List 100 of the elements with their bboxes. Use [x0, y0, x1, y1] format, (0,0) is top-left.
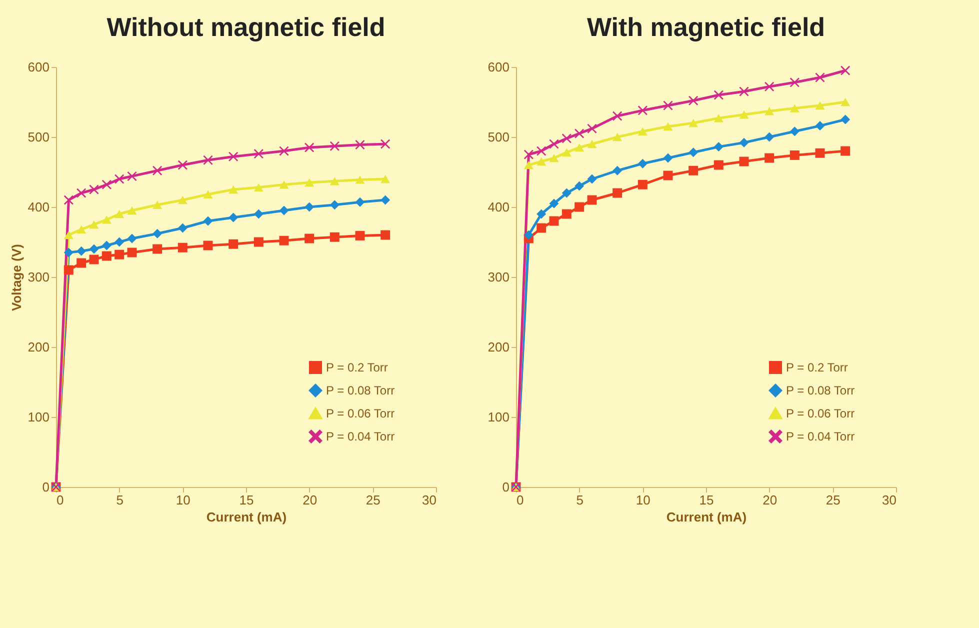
- point: [203, 216, 213, 226]
- y-tick-label: 100: [488, 410, 510, 424]
- legend-label: P = 0.04 Torr: [786, 430, 855, 444]
- point: [330, 141, 340, 151]
- point: [228, 239, 238, 249]
- point: [254, 149, 264, 159]
- x-axis-title: Current (mA): [666, 510, 747, 524]
- point: [152, 200, 162, 210]
- point: [714, 160, 724, 170]
- point: [114, 237, 124, 247]
- point: [714, 114, 724, 122]
- point: [840, 146, 850, 156]
- point: [304, 202, 314, 212]
- point: [127, 206, 137, 215]
- y-tick-label: 100: [28, 410, 50, 424]
- chart-title: Without magnetic field: [106, 12, 386, 42]
- legend-label: P = 0.08 Torr: [786, 384, 855, 398]
- point: [688, 166, 698, 176]
- x-tick-label: 5: [576, 492, 584, 508]
- y-tick-label: 300: [488, 270, 510, 284]
- point: [89, 254, 99, 264]
- point: [380, 230, 390, 240]
- point: [89, 220, 99, 229]
- point: [587, 195, 597, 205]
- point: [102, 240, 112, 250]
- point: [304, 234, 314, 244]
- point: [815, 101, 825, 110]
- y-tick-label: 600: [488, 60, 510, 74]
- point: [524, 150, 534, 160]
- point: [64, 230, 74, 240]
- point: [228, 185, 238, 194]
- x-tick-label: 10: [176, 492, 190, 508]
- point: [536, 223, 546, 233]
- point: [688, 148, 698, 158]
- point: [203, 240, 213, 250]
- x-tick-label: 20: [762, 492, 778, 508]
- point: [574, 143, 584, 152]
- point: [203, 190, 213, 199]
- point: [663, 153, 673, 163]
- legend-label: P = 0.06 Torr: [786, 406, 855, 420]
- x-tick-label: 15: [699, 492, 714, 508]
- x-tick-label: 20: [302, 492, 318, 508]
- point: [254, 209, 264, 219]
- point: [380, 139, 390, 149]
- point: [102, 251, 112, 261]
- point: [64, 195, 74, 205]
- point: [330, 232, 340, 242]
- legend-label: P = 0.06 Torr: [326, 406, 395, 420]
- point: [64, 265, 74, 275]
- x-tick-label: 25: [366, 492, 380, 508]
- point: [549, 216, 559, 226]
- point: [203, 155, 213, 165]
- point: [764, 106, 774, 116]
- point: [714, 90, 724, 100]
- point: [152, 228, 162, 238]
- point: [64, 248, 74, 258]
- point: [152, 244, 162, 254]
- x-tick-label: 5: [116, 492, 124, 508]
- point: [114, 250, 124, 260]
- point: [815, 148, 825, 158]
- point: [355, 230, 365, 240]
- point: [178, 242, 188, 252]
- point: [764, 132, 774, 142]
- point: [714, 142, 724, 152]
- x-tick-label: 15: [239, 492, 254, 508]
- point: [114, 174, 124, 184]
- point: [739, 156, 749, 166]
- point: [688, 118, 698, 128]
- point: [102, 180, 112, 190]
- point: [254, 183, 264, 192]
- point: [76, 246, 86, 256]
- point: [254, 237, 264, 247]
- point: [524, 160, 534, 170]
- point: [355, 176, 365, 184]
- point: [76, 258, 86, 268]
- point: [739, 138, 749, 148]
- y-tick-label: 500: [28, 130, 50, 144]
- y-tick-label: 400: [488, 200, 510, 214]
- point: [330, 176, 340, 186]
- point: [228, 152, 238, 162]
- x-axis-title: Current (mA): [206, 510, 287, 524]
- point: [587, 124, 597, 134]
- point: [178, 223, 188, 233]
- point: [89, 244, 99, 254]
- point: [562, 134, 572, 144]
- point: [178, 196, 188, 204]
- point: [279, 180, 289, 189]
- point: [536, 209, 546, 219]
- y-tick-label: 400: [28, 200, 50, 214]
- x-tick-label: 10: [636, 492, 650, 508]
- point: [790, 126, 800, 136]
- point: [612, 188, 622, 198]
- point: [574, 128, 584, 138]
- point: [815, 121, 825, 131]
- point: [102, 215, 112, 224]
- y-tick-label: 600: [28, 60, 50, 74]
- chart-title: With magnetic field: [586, 12, 826, 42]
- x-tick-label: 0: [56, 492, 64, 508]
- y-tick-label: 0: [42, 480, 50, 494]
- point: [279, 206, 289, 216]
